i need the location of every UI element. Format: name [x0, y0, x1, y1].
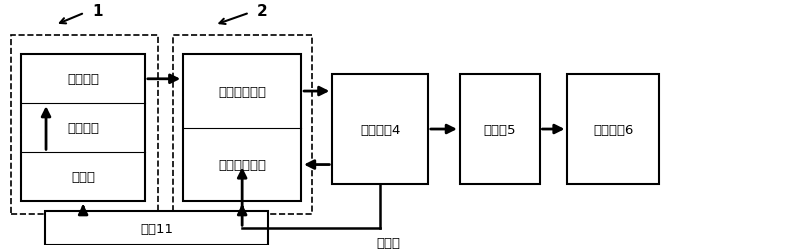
FancyBboxPatch shape	[183, 55, 301, 202]
Text: 驱动电路: 驱动电路	[67, 73, 99, 86]
Text: 2: 2	[257, 4, 267, 19]
Text: 光纤耦合模块: 光纤耦合模块	[218, 85, 266, 98]
Text: 采集卡: 采集卡	[71, 171, 95, 183]
Text: 1: 1	[92, 4, 102, 19]
Text: 光纤光缆4: 光纤光缆4	[360, 123, 400, 136]
FancyBboxPatch shape	[332, 75, 428, 184]
FancyBboxPatch shape	[567, 75, 659, 184]
Text: 照明终端6: 照明终端6	[593, 123, 634, 136]
Text: 光开关5: 光开关5	[483, 123, 516, 136]
FancyBboxPatch shape	[460, 75, 539, 184]
Text: 反馈电路: 反馈电路	[67, 122, 99, 135]
FancyBboxPatch shape	[22, 55, 145, 202]
Text: 导线11: 导线11	[140, 222, 174, 235]
FancyBboxPatch shape	[46, 211, 269, 245]
Text: 反馈光: 反馈光	[376, 236, 400, 249]
Text: 光电探测模块: 光电探测模块	[218, 159, 266, 171]
